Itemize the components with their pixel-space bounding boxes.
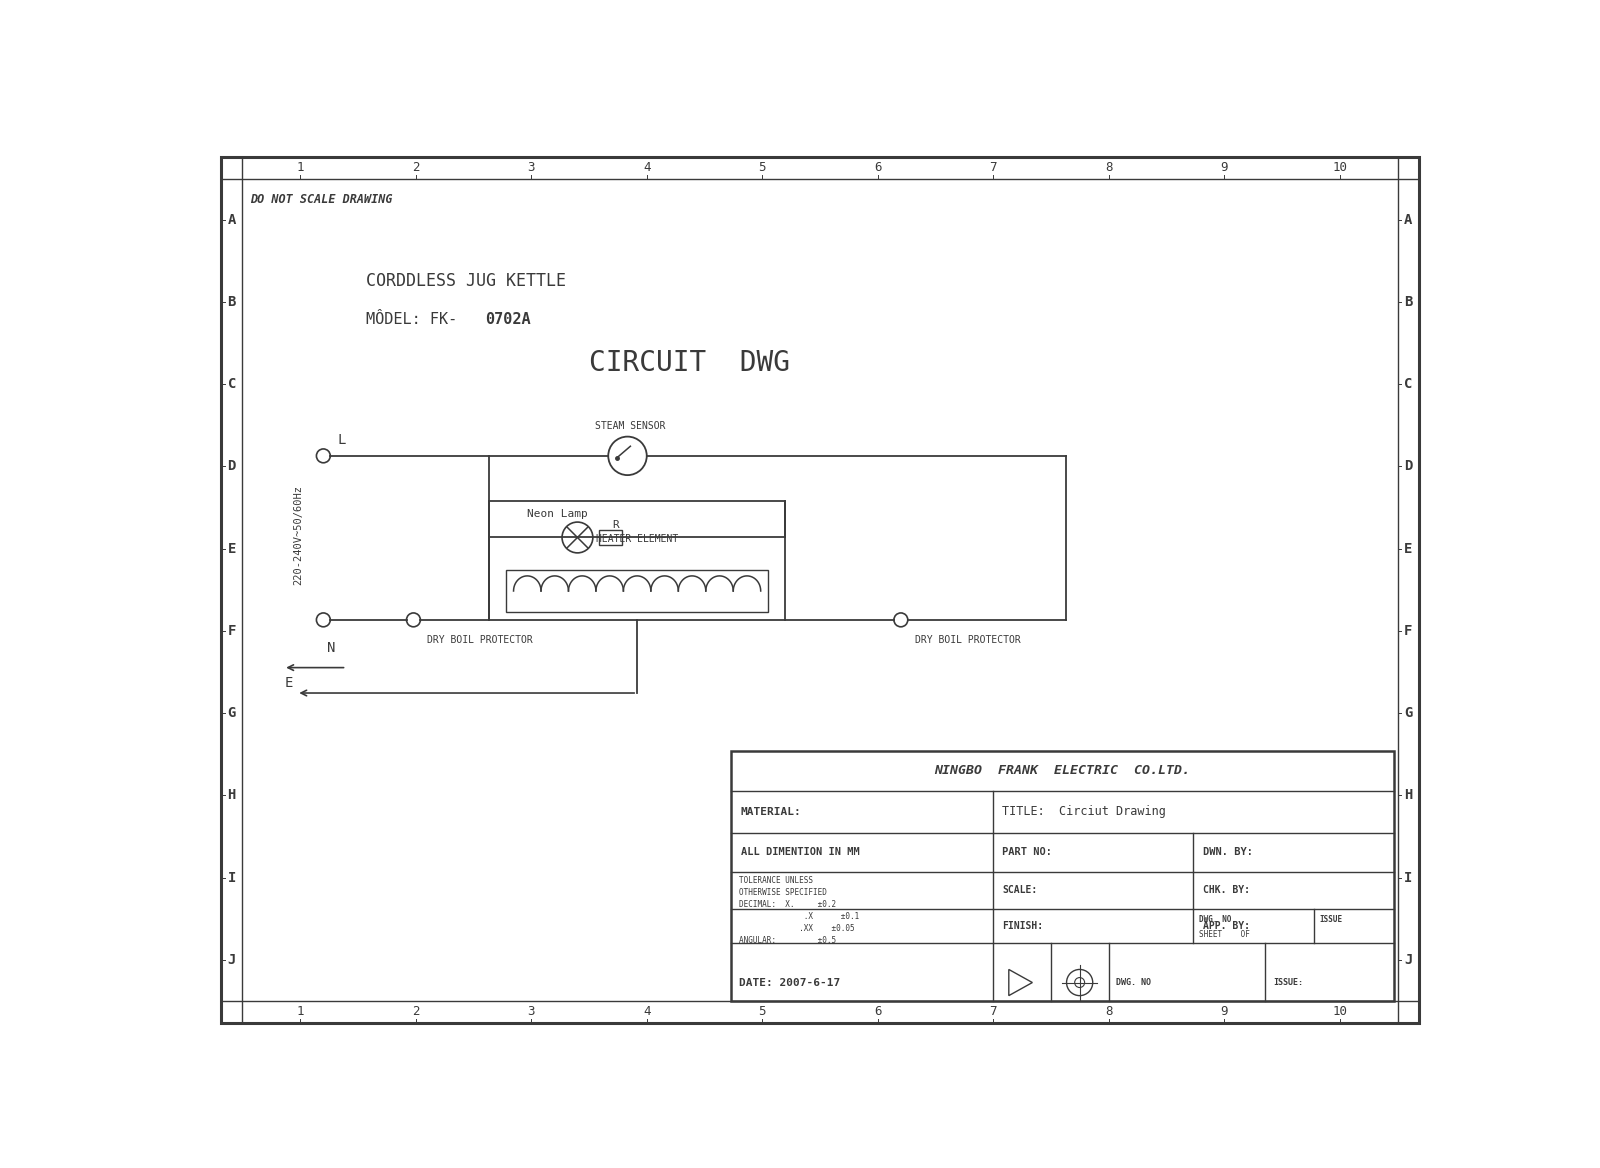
Text: G: G xyxy=(1405,707,1413,721)
Text: J: J xyxy=(227,953,235,967)
Text: 3: 3 xyxy=(528,161,534,174)
Text: DWN. BY:: DWN. BY: xyxy=(1203,848,1253,857)
Text: Neon Lamp: Neon Lamp xyxy=(528,509,589,519)
Bar xyxy=(1397,158,1419,1022)
Text: SCALE:: SCALE: xyxy=(1002,885,1037,895)
Text: 5: 5 xyxy=(758,1006,766,1018)
Text: F: F xyxy=(227,624,235,638)
Text: ISSUE:: ISSUE: xyxy=(1274,978,1302,987)
Text: L: L xyxy=(338,432,346,446)
Bar xyxy=(221,158,243,1022)
Bar xyxy=(506,570,768,612)
Text: A: A xyxy=(227,213,235,227)
Text: H: H xyxy=(1405,788,1413,802)
Text: TOLERANCE UNLESS
OTHERWISE SPECIFIED
DECIMAL:  X.     ±0.2
              .X     : TOLERANCE UNLESS OTHERWISE SPECIFIED DEC… xyxy=(739,876,859,945)
Text: 3: 3 xyxy=(528,1006,534,1018)
Text: APP. BY:: APP. BY: xyxy=(1203,920,1250,931)
Text: E: E xyxy=(227,542,235,556)
Text: H: H xyxy=(227,788,235,802)
Text: ISSUE: ISSUE xyxy=(1320,915,1342,924)
Text: E: E xyxy=(285,676,293,690)
Text: 7: 7 xyxy=(989,161,997,174)
Text: TITLE:  Circiut Drawing: TITLE: Circiut Drawing xyxy=(1002,806,1166,819)
Bar xyxy=(731,751,1394,1001)
Text: MÔDEL: FK-: MÔDEL: FK- xyxy=(366,312,458,327)
Text: 6: 6 xyxy=(874,161,882,174)
Text: D: D xyxy=(1405,459,1413,473)
Text: MATERIAL:: MATERIAL: xyxy=(741,807,802,816)
Text: DWG. NO: DWG. NO xyxy=(1117,978,1152,987)
Text: CORDDLESS JUG KETTLE: CORDDLESS JUG KETTLE xyxy=(366,272,566,290)
Text: D: D xyxy=(227,459,235,473)
Text: CHK. BY:: CHK. BY: xyxy=(1203,885,1250,895)
Bar xyxy=(598,530,622,545)
Text: R: R xyxy=(613,520,619,530)
Text: HEATER ELEMENT: HEATER ELEMENT xyxy=(595,534,678,543)
Text: 1: 1 xyxy=(296,1006,304,1018)
Text: DO NOT SCALE DRAWING: DO NOT SCALE DRAWING xyxy=(250,193,392,206)
Text: 4: 4 xyxy=(643,1006,651,1018)
Text: N: N xyxy=(326,641,336,655)
Text: B: B xyxy=(1405,296,1413,310)
Text: DRY BOIL PROTECTOR: DRY BOIL PROTECTOR xyxy=(427,635,533,645)
Text: 5: 5 xyxy=(758,161,766,174)
Text: ALL DIMENTION IN MM: ALL DIMENTION IN MM xyxy=(741,848,859,857)
Text: 9: 9 xyxy=(1221,161,1229,174)
Text: DATE: 2007-6-17: DATE: 2007-6-17 xyxy=(739,978,840,987)
Text: CIRCUIT  DWG: CIRCUIT DWG xyxy=(589,349,790,377)
Text: 8: 8 xyxy=(1106,161,1112,174)
Text: J: J xyxy=(1405,953,1413,967)
Text: 0702A: 0702A xyxy=(485,312,531,327)
Text: STEAM SENSOR: STEAM SENSOR xyxy=(595,420,666,431)
Text: NINGBO  FRANK  ELECTRIC  CO.LTD.: NINGBO FRANK ELECTRIC CO.LTD. xyxy=(934,764,1190,777)
Text: E: E xyxy=(1405,542,1413,556)
Bar xyxy=(221,1001,1419,1022)
Text: I: I xyxy=(1405,870,1413,884)
Text: 2: 2 xyxy=(411,1006,419,1018)
Text: 8: 8 xyxy=(1106,1006,1112,1018)
Text: DRY BOIL PROTECTOR: DRY BOIL PROTECTOR xyxy=(915,635,1021,645)
Text: B: B xyxy=(227,296,235,310)
Text: C: C xyxy=(1405,377,1413,391)
Text: 220-240V~50/60Hz: 220-240V~50/60Hz xyxy=(293,485,302,585)
Text: F: F xyxy=(1405,624,1413,638)
Bar xyxy=(221,158,1419,179)
Text: SHEET    OF: SHEET OF xyxy=(1200,930,1250,939)
Text: 10: 10 xyxy=(1333,161,1347,174)
Text: C: C xyxy=(227,377,235,391)
Text: DWG. NO: DWG. NO xyxy=(1200,915,1232,924)
Text: FINISH:: FINISH: xyxy=(1002,920,1043,931)
Bar xyxy=(490,501,786,620)
Text: 9: 9 xyxy=(1221,1006,1229,1018)
Text: 1: 1 xyxy=(296,161,304,174)
Text: I: I xyxy=(227,870,235,884)
Text: PART NO:: PART NO: xyxy=(1002,848,1053,857)
Text: 4: 4 xyxy=(643,161,651,174)
Text: G: G xyxy=(227,707,235,721)
Text: A: A xyxy=(1405,213,1413,227)
Text: 7: 7 xyxy=(989,1006,997,1018)
Text: 6: 6 xyxy=(874,1006,882,1018)
Text: 10: 10 xyxy=(1333,1006,1347,1018)
Text: 2: 2 xyxy=(411,161,419,174)
